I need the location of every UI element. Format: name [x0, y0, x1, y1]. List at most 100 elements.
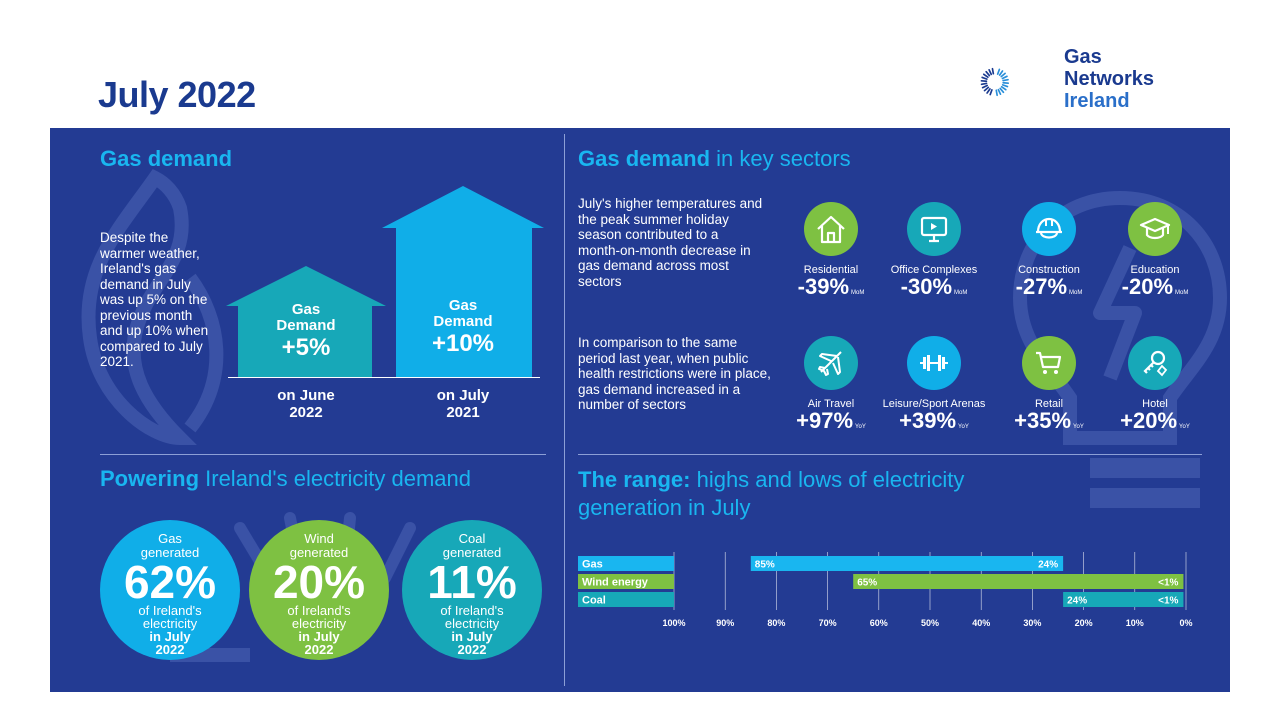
bubble-wind-in2: 2022 — [304, 642, 334, 657]
bubble-wind-gen1: Wind — [304, 531, 334, 546]
sector-retail-label: Retail — [1034, 398, 1064, 410]
x-tick-label: 70% — [819, 618, 837, 628]
sector-retail: Retail +35% YoY — [994, 336, 1104, 438]
sectors-text-1: July's higher temperatures and the peak … — [578, 196, 763, 289]
bubble-wind-in1: in July — [298, 629, 340, 644]
gas-demand-title: Gas demand — [100, 146, 233, 171]
range-bar — [750, 556, 1064, 571]
category-band — [578, 592, 674, 607]
bubble-coal-gen2: generated — [442, 545, 502, 560]
data-label-low: 24% — [1038, 560, 1058, 571]
sector-construction: Construction -27% MoM — [994, 202, 1104, 304]
sector-hotel-value: +20% YoY — [1120, 408, 1190, 433]
bubble-wind-pct: 20% — [272, 556, 366, 608]
category-label: Coal — [582, 595, 606, 607]
bubble-gas-gen1: Gas — [158, 531, 182, 546]
category-label: Wind energy — [582, 577, 649, 589]
house-small-value: +5% — [281, 334, 331, 361]
gas-networks-logo-icon — [980, 67, 1010, 97]
bubble-wind-of2: electricity — [291, 616, 347, 631]
sector-leisure: Leisure/Sport Arenas +39% YoY — [879, 336, 989, 438]
bubble-coal-pct: 11% — [427, 556, 517, 608]
bubble-gas-pct: 62% — [123, 556, 217, 608]
sector-residential: Residential -39% MoM — [776, 202, 886, 304]
logo-line-1: Gas — [1064, 46, 1102, 68]
bubble-wind: Wind generated 20% of Ireland's electric… — [249, 520, 389, 660]
x-tick-label: 0% — [1179, 618, 1192, 628]
data-label-high: 85% — [755, 560, 775, 571]
sectors-text-2: In comparison to the same period last ye… — [578, 335, 771, 412]
sectors-title: Gas demand in key sectors — [578, 146, 851, 172]
sector-office-value: -30% MoM — [900, 274, 968, 299]
house-small-caption-1: on June — [277, 387, 335, 404]
bubble-gas-in2: 2022 — [155, 642, 185, 657]
range-title-bold: The range: — [578, 467, 691, 492]
sector-hotel-label: Hotel — [1142, 398, 1168, 410]
monitor-icon — [907, 202, 961, 256]
powering-title-rest: Ireland's electricity demand — [199, 466, 472, 491]
house-small-caption: on June 2022 — [256, 387, 356, 421]
left-divider — [100, 454, 546, 455]
house-large-line1: Gas — [448, 297, 478, 314]
house-large-caption-1: on July — [436, 387, 490, 404]
flame-decoration-icon — [81, 169, 224, 446]
data-label-high: 65% — [857, 578, 877, 589]
house-baseline — [228, 377, 540, 378]
bubble-coal-in1: in July — [451, 629, 493, 644]
powering-title-bold: Powering — [100, 466, 200, 491]
x-tick-label: 80% — [767, 618, 785, 628]
sector-education-value: -20% MoM — [1121, 274, 1189, 299]
logo-line-3: Ireland — [1064, 90, 1130, 112]
house-small-shape — [226, 266, 386, 378]
sector-education-label: Education — [1130, 264, 1180, 276]
sector-retail-value: +35% YoY — [1014, 408, 1084, 433]
bubble-gas-in1: in July — [149, 629, 191, 644]
infographic-panel: Gas demand Despite the warmer weather, I… — [50, 128, 1230, 692]
range-bar — [1063, 592, 1184, 607]
bubble-coal-of1: of Ireland's — [440, 603, 504, 618]
sector-hotel: Hotel +20% YoY — [1100, 336, 1210, 438]
sectors-title-bold: Gas demand — [578, 146, 711, 171]
house-large-line2: Demand — [433, 313, 493, 330]
sector-office: Office Complexes -30% MoM — [879, 202, 989, 304]
sectors-title-rest: in key sectors — [710, 146, 851, 171]
data-label-low: <1% — [1158, 578, 1178, 589]
range-bar — [853, 574, 1184, 589]
bubble-coal-of2: electricity — [444, 616, 500, 631]
powering-title: Powering Ireland's electricity demand — [100, 466, 471, 492]
bubble-gas-gen2: generated — [140, 545, 200, 560]
bubble-gas-of1: of Ireland's — [138, 603, 202, 618]
sector-residential-value: -39% MoM — [797, 274, 865, 299]
house-large-label: Gas Demand +10% — [413, 298, 513, 358]
house-large-caption: on July 2021 — [413, 387, 513, 421]
bubble-coal-gen1: Coal — [458, 531, 486, 546]
sector-residential-label: Residential — [803, 264, 859, 276]
x-tick-label: 30% — [1023, 618, 1041, 628]
house-large-caption-2: 2021 — [446, 404, 480, 421]
sector-office-label: Office Complexes — [890, 264, 978, 276]
house-small-line1: Gas — [291, 301, 321, 318]
house-large-shape — [382, 186, 544, 378]
page-title: July 2022 — [98, 74, 256, 115]
range-chart: 100% 90% 80% 70% 60% 50% 40% 30% 20% 10% 0% Gas 85% 2… — [578, 552, 1193, 628]
bubble-wind-gen2: generated — [289, 545, 349, 560]
category-band — [578, 556, 674, 571]
sector-air-travel-value: +97% YoY — [796, 408, 866, 433]
logo-line-2: Networks — [1064, 68, 1155, 90]
shopping-cart-icon — [1022, 336, 1076, 390]
x-tick-label: 90% — [716, 618, 734, 628]
bubble-gas-of2: electricity — [142, 616, 198, 631]
gas-demand-text: Despite the warmer weather, Ireland's ga… — [100, 230, 209, 369]
sector-air-travel: Air Travel +97% YoY — [776, 336, 886, 438]
data-label-low: <1% — [1158, 596, 1178, 607]
x-tick-label: 40% — [972, 618, 990, 628]
sector-construction-label: Construction — [1018, 264, 1080, 276]
sector-construction-value: -27% MoM — [1015, 274, 1083, 299]
x-tick-label: 60% — [870, 618, 888, 628]
bubble-wind-of1: of Ireland's — [287, 603, 351, 618]
x-tick-label: 100% — [662, 618, 685, 628]
sector-leisure-value: +39% YoY — [899, 408, 969, 433]
x-tick-label: 20% — [1075, 618, 1093, 628]
x-tick-label: 10% — [1126, 618, 1144, 628]
airplane-icon — [804, 336, 858, 390]
